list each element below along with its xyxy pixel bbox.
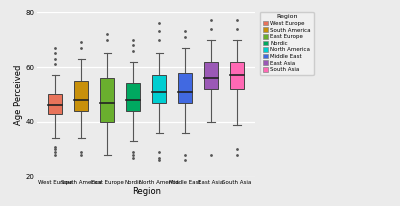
- Bar: [178, 73, 192, 103]
- Legend: West Europe, South America, East Europe, Nordic, North America, Middle East, Eas: West Europe, South America, East Europe,…: [260, 12, 314, 75]
- Bar: [204, 62, 218, 89]
- X-axis label: Region: Region: [132, 187, 161, 196]
- Bar: [152, 75, 166, 103]
- Bar: [126, 83, 140, 111]
- Bar: [74, 81, 88, 111]
- Bar: [230, 62, 244, 89]
- Bar: [48, 95, 62, 114]
- Y-axis label: Age Perceived: Age Perceived: [14, 64, 22, 125]
- Bar: [100, 78, 114, 122]
